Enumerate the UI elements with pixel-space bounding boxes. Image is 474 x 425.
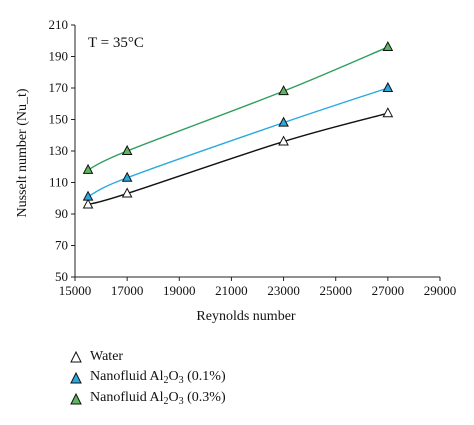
triangle-marker-icon bbox=[70, 350, 82, 362]
data-point-0 bbox=[82, 198, 94, 209]
x-tick-label: 27000 bbox=[372, 283, 405, 298]
data-point-2 bbox=[278, 85, 289, 96]
data-point-1 bbox=[82, 190, 94, 201]
x-tick-label: 29000 bbox=[424, 283, 457, 298]
legend-item-nanofluid-01: Nanofluid Al2O3 (0.1%) bbox=[70, 367, 226, 388]
data-point-1 bbox=[121, 171, 133, 182]
series-line-1 bbox=[87, 87, 389, 198]
series-line-0 bbox=[87, 112, 389, 206]
y-tick-label: 150 bbox=[49, 112, 69, 127]
temperature-annotation: T = 35°C bbox=[88, 35, 144, 51]
triangle-marker-icon bbox=[70, 392, 82, 404]
y-tick-label: 170 bbox=[49, 80, 69, 95]
x-tick-label: 25000 bbox=[319, 283, 352, 298]
legend-label-water: Water bbox=[90, 348, 124, 364]
x-tick-label: 15000 bbox=[59, 283, 92, 298]
data-point-0 bbox=[121, 187, 133, 198]
y-tick-label: 50 bbox=[55, 269, 68, 284]
x-axis-title: Reynolds number bbox=[196, 309, 295, 324]
legend-label-nanofluid-03: Nanofluid Al2O3 (0.3%) bbox=[90, 390, 226, 407]
legend-item-nanofluid-03: Nanofluid Al2O3 (0.3%) bbox=[70, 388, 226, 409]
data-point-0 bbox=[278, 135, 289, 146]
y-tick-label: 130 bbox=[49, 143, 69, 158]
series-layer bbox=[82, 40, 394, 209]
legend-item-water: Water bbox=[70, 346, 226, 367]
y-tick-label: 70 bbox=[55, 238, 68, 253]
y-tick-label: 110 bbox=[49, 175, 68, 190]
data-point-2 bbox=[82, 163, 94, 174]
legend-label-nanofluid-01: Nanofluid Al2O3 (0.1%) bbox=[90, 369, 226, 386]
data-point-2 bbox=[382, 40, 394, 52]
data-point-1 bbox=[382, 81, 394, 92]
y-axis-title: Nusselt number (Nu_t) bbox=[15, 88, 30, 217]
series-line-2 bbox=[87, 46, 389, 171]
x-tick-label: 21000 bbox=[215, 283, 248, 298]
x-tick-label: 19000 bbox=[163, 283, 196, 298]
data-point-0 bbox=[382, 107, 394, 118]
y-tick-label: 210 bbox=[49, 17, 69, 32]
data-point-2 bbox=[121, 144, 133, 155]
y-tick-label: 190 bbox=[49, 49, 69, 64]
axes: 50 70 90 110 130 150 170 190 210 15000 17000 19000 2… bbox=[49, 17, 457, 298]
y-tick-label: 90 bbox=[55, 206, 68, 221]
triangle-marker-icon bbox=[70, 371, 82, 383]
x-tick-label: 17000 bbox=[111, 283, 144, 298]
x-tick-label: 23000 bbox=[267, 283, 300, 298]
data-point-1 bbox=[278, 116, 289, 127]
legend: Water Nanofluid Al2O3 (0.1%) Nanofluid A… bbox=[70, 346, 226, 409]
